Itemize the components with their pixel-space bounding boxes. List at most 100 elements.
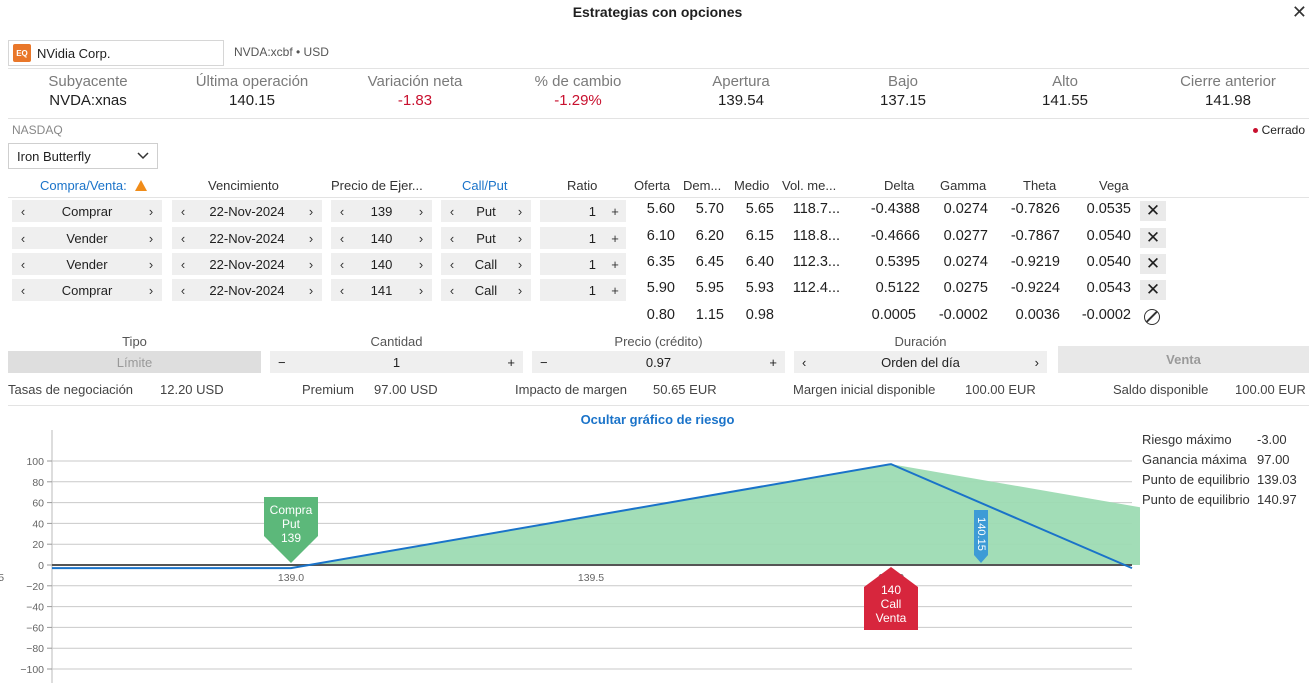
quote-label: Bajo [887,73,919,90]
close-icon[interactable]: ✕ [1291,2,1307,22]
quote-value: 139.54 [718,92,764,109]
plus-icon[interactable]: + [769,354,777,370]
side-selector[interactable]: ‹ Vender › [12,253,162,275]
side-selector[interactable]: ‹ Comprar › [12,200,162,222]
plus-icon[interactable]: + [507,354,515,370]
chevron-left-icon[interactable]: ‹ [802,354,807,370]
strike-selector[interactable]: ‹ 140 › [331,227,432,249]
toggle-risk-chart-link[interactable]: Ocultar gráfico de riesgo [580,412,735,427]
risk-label: Riesgo máximo [1142,432,1232,447]
close-icon: ✕ [1145,228,1161,247]
clear-all-icon[interactable] [1144,309,1160,325]
strategy-dropdown[interactable]: Iron Butterfly [8,143,158,169]
plus-icon[interactable]: + [611,203,619,219]
chevron-left-icon[interactable]: ‹ [449,230,455,246]
strike-selector[interactable]: ‹ 139 › [331,200,432,222]
duration-selector[interactable]: ‹ Orden del día › [794,351,1047,373]
chevron-right-icon[interactable]: › [418,256,424,272]
quantity-stepper[interactable]: − 1 + [270,351,523,373]
quote-item: Apertura 139.54 [661,73,821,109]
quote-label: Cierre anterior [1180,73,1276,90]
ratio-stepper[interactable]: 1 + [540,200,626,222]
chevron-right-icon[interactable]: › [517,230,523,246]
chevron-right-icon[interactable]: › [148,256,154,272]
chevron-right-icon[interactable]: › [418,282,424,298]
plus-icon[interactable]: + [611,256,619,272]
price-stepper[interactable]: − 0.97 + [532,351,785,373]
chevron-right-icon[interactable]: › [308,282,314,298]
cell-mid: 5.93 [745,280,774,296]
chevron-left-icon[interactable]: ‹ [339,230,345,246]
leg-marker-text: 140 [881,583,901,597]
side-selector[interactable]: ‹ Vender › [12,227,162,249]
strike-selector[interactable]: ‹ 141 › [331,279,432,301]
chevron-left-icon[interactable]: ‹ [20,203,26,219]
side-selector[interactable]: ‹ Comprar › [12,279,162,301]
chevron-left-icon[interactable]: ‹ [20,230,26,246]
table-row: ‹ Comprar › ‹ 22-Nov-2024 › ‹ 141 › ‹ Call › 1 +5.90 5… [0,279,1315,301]
chevron-left-icon[interactable]: ‹ [449,256,455,272]
chevron-left-icon[interactable]: ‹ [339,256,345,272]
quote-item: Alto 141.55 [985,73,1145,109]
chevron-left-icon[interactable]: ‹ [20,256,26,272]
chevron-right-icon[interactable]: › [308,230,314,246]
quantity-value: 1 [392,354,401,370]
x-tick-label: 138.5 [0,572,4,584]
ratio-stepper[interactable]: 1 + [540,227,626,249]
expiry-selector[interactable]: ‹ 22-Nov-2024 › [172,200,322,222]
strike-selector[interactable]: ‹ 140 › [331,253,432,275]
chevron-right-icon[interactable]: › [308,256,314,272]
quote-value: 141.55 [1042,92,1088,109]
stat-label: Impacto de margen [515,382,628,397]
remove-leg-button[interactable]: ✕ [1140,201,1166,221]
remove-leg-button[interactable]: ✕ [1140,280,1166,300]
chevron-left-icon[interactable]: ‹ [180,230,186,246]
ratio-stepper[interactable]: 1 + [540,253,626,275]
chevron-left-icon[interactable]: ‹ [180,203,186,219]
chevron-right-icon[interactable]: › [308,203,314,219]
chevron-left-icon[interactable]: ‹ [20,282,26,298]
cell-mid: 6.15 [745,228,774,244]
ratio-stepper[interactable]: 1 + [540,279,626,301]
minus-icon[interactable]: − [540,354,548,370]
chevron-right-icon[interactable]: › [517,256,523,272]
chevron-right-icon[interactable]: › [418,203,424,219]
quote-value: 140.15 [229,92,275,109]
instrument-selector[interactable]: EQ NVidia Corp. [8,40,224,66]
risk-summary-row: Punto de equilibrio 140.97 [1142,492,1312,507]
current-price-label: 140.15 [975,517,987,551]
chevron-right-icon[interactable]: › [517,203,523,219]
chevron-down-icon [137,152,149,160]
chevron-right-icon[interactable]: › [517,282,523,298]
chevron-right-icon[interactable]: › [148,203,154,219]
type-selector[interactable]: ‹ Put › [441,200,531,222]
chevron-left-icon[interactable]: ‹ [449,282,455,298]
type-selector[interactable]: ‹ Call › [441,253,531,275]
chevron-left-icon[interactable]: ‹ [339,282,345,298]
type-selector[interactable]: ‹ Call › [441,279,531,301]
expiry-selector[interactable]: ‹ 22-Nov-2024 › [172,227,322,249]
chevron-right-icon[interactable]: › [148,282,154,298]
chevron-right-icon[interactable]: › [418,230,424,246]
chevron-left-icon[interactable]: ‹ [449,203,455,219]
remove-leg-button[interactable]: ✕ [1140,228,1166,248]
risk-summary-row: Punto de equilibrio 139.03 [1142,472,1312,487]
cell-mid: 6.40 [745,254,774,270]
chevron-right-icon[interactable]: › [148,230,154,246]
header-mid: Medio [734,178,770,193]
expiry-selector[interactable]: ‹ 22-Nov-2024 › [172,279,322,301]
exchange-label: NASDAQ [12,123,63,137]
minus-icon[interactable]: − [278,354,286,370]
plus-icon[interactable]: + [611,230,619,246]
type-selector[interactable]: ‹ Put › [441,227,531,249]
chevron-left-icon[interactable]: ‹ [180,256,186,272]
plus-icon[interactable]: + [611,282,619,298]
submit-sell-button[interactable]: Venta [1058,346,1309,373]
chevron-left-icon[interactable]: ‹ [180,282,186,298]
leg-marker [864,567,918,630]
order-type-field[interactable]: Límite [8,351,261,373]
remove-leg-button[interactable]: ✕ [1140,254,1166,274]
chevron-right-icon[interactable]: › [1034,354,1039,370]
chevron-left-icon[interactable]: ‹ [339,203,345,219]
expiry-selector[interactable]: ‹ 22-Nov-2024 › [172,253,322,275]
